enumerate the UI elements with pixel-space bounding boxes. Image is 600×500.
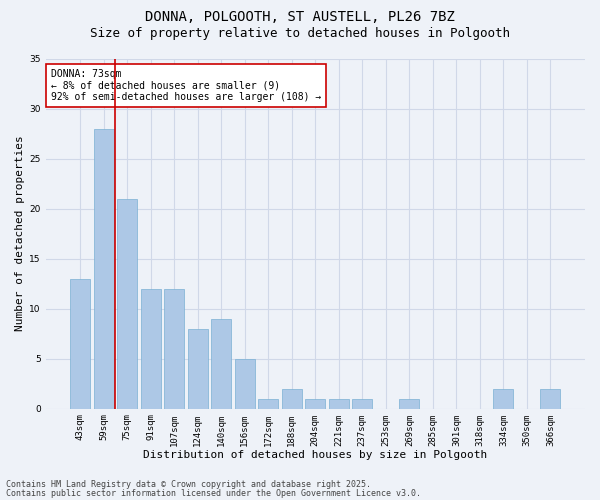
Bar: [211, 318, 231, 408]
Bar: [493, 388, 514, 408]
Bar: [282, 388, 302, 408]
Bar: [305, 398, 325, 408]
Bar: [352, 398, 373, 408]
Bar: [140, 288, 161, 408]
Text: Contains HM Land Registry data © Crown copyright and database right 2025.: Contains HM Land Registry data © Crown c…: [6, 480, 371, 489]
X-axis label: Distribution of detached houses by size in Polgooth: Distribution of detached houses by size …: [143, 450, 487, 460]
Y-axis label: Number of detached properties: Number of detached properties: [15, 136, 25, 332]
Bar: [329, 398, 349, 408]
Bar: [164, 288, 184, 408]
Bar: [400, 398, 419, 408]
Bar: [258, 398, 278, 408]
Text: DONNA, POLGOOTH, ST AUSTELL, PL26 7BZ: DONNA, POLGOOTH, ST AUSTELL, PL26 7BZ: [145, 10, 455, 24]
Text: Contains public sector information licensed under the Open Government Licence v3: Contains public sector information licen…: [6, 488, 421, 498]
Bar: [117, 198, 137, 408]
Bar: [188, 328, 208, 408]
Text: Size of property relative to detached houses in Polgooth: Size of property relative to detached ho…: [90, 28, 510, 40]
Text: DONNA: 73sqm
← 8% of detached houses are smaller (9)
92% of semi-detached houses: DONNA: 73sqm ← 8% of detached houses are…: [51, 69, 321, 102]
Bar: [235, 358, 254, 408]
Bar: [70, 278, 90, 408]
Bar: [541, 388, 560, 408]
Bar: [94, 128, 113, 408]
